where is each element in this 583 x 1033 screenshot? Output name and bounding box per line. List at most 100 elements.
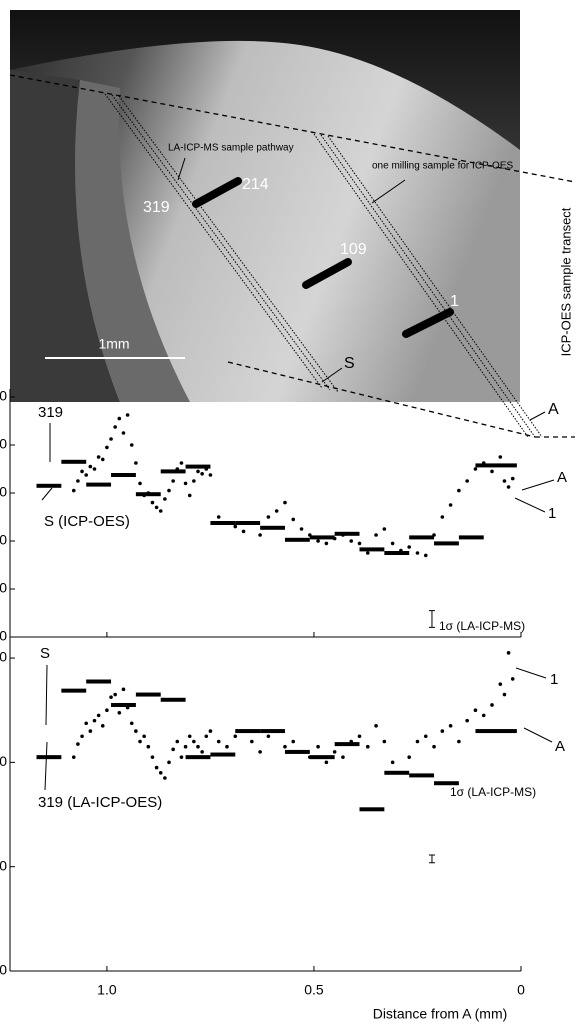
data-point [506,485,511,489]
icp-oes-bar [36,483,62,488]
milling-label: one milling sample for ICP-OES [372,161,513,172]
data-point [365,744,370,749]
data-point [200,472,204,476]
icp-oes-bar [475,729,517,734]
data-point [96,455,101,459]
data-point [481,713,486,718]
data-point [465,479,469,483]
data-point [92,718,97,723]
dark-band [10,70,120,402]
data-point [506,651,511,655]
y-tick-label: 1200 [0,649,7,665]
error-bar [428,610,435,628]
data-point [109,695,113,699]
data-point [163,497,167,501]
annotation-leader [45,664,48,726]
data-point [171,747,175,752]
mid-band [75,80,190,402]
error-bar [428,854,435,864]
icp-oes-bar [359,807,385,812]
y-tick-label: 120 [0,484,7,500]
data-point [291,739,296,744]
data-point [423,553,428,558]
data-point [134,461,138,465]
icp-oes-bar [458,535,484,540]
icp-oes-bar [409,773,435,778]
y-tick-label: 800 [0,753,7,769]
pathway-label: LA-ICP-MS sample pathway [168,143,294,154]
data-point [283,500,287,505]
x-tick-label: 1.0 [97,982,117,998]
data-point [316,744,320,749]
data-point [365,551,370,555]
spot-label: 1 [450,293,459,310]
data-point [274,509,279,513]
data-point [465,718,469,723]
icp-oes-bar [61,459,87,464]
data-point [192,479,196,483]
icp-oes-bar [61,688,87,693]
data-point [357,541,362,546]
data-point [71,755,76,759]
data-point [415,551,420,555]
y-tick-label: 40 [0,580,7,596]
data-point [196,469,200,474]
data-point [440,729,445,733]
icp-oes-bar [36,755,62,760]
data-point [390,541,395,546]
icp-oes-bar [409,535,435,540]
data-point [121,431,126,435]
data-point [129,721,134,726]
icp-oes-bar [160,469,186,474]
data-point [158,770,163,775]
data-point [100,457,105,462]
y-tick-label: 80 [0,532,7,548]
icp-oes-bar [309,755,335,760]
data-point [187,734,192,739]
data-point [183,744,188,749]
data-point [187,493,192,498]
micrograph: 1mm LA-ICP-MS sample pathway one milling… [9,10,576,438]
data-point [390,760,395,765]
data-point [129,443,134,447]
annotation: A [555,738,565,755]
spot-label: 319 [143,199,170,216]
data-point [196,744,200,749]
data-point [179,461,184,465]
y-tick-label: 0 [0,962,7,978]
data-point [357,734,362,739]
icp-oes-bar [235,729,261,734]
data-point [216,515,221,519]
data-point [233,524,238,529]
data-point [332,750,337,754]
data-point [448,503,453,507]
icp-oes-bar [384,770,410,775]
data-point [498,682,503,686]
data-point [179,755,184,759]
x-tick-label: 0.5 [304,982,324,998]
dark-region [10,10,520,150]
annotation-leader [523,727,553,743]
a-arrow [529,411,546,421]
data-point [76,479,80,483]
x-tick-label: 0 [517,982,525,998]
data-point [84,473,88,477]
icp-oes-bar [160,697,186,702]
spot-label: 109 [340,241,367,258]
data-point [502,692,507,697]
data-point [324,541,329,546]
annotation: 1σ (LA-ICP-MS) [450,785,536,799]
s-arrow [321,367,343,383]
y-tick-label: 160 [0,436,7,452]
icp-oes-bar [235,521,261,525]
data-point [150,500,155,505]
icp-oes-bar [434,541,459,546]
data-point [80,734,84,739]
icp-oes-bar [135,692,161,697]
data-point [407,545,411,549]
data-point [415,739,420,744]
icp-oes-bar [334,531,360,536]
annotation: 319 [38,404,63,421]
icp-oes-bar [260,525,285,530]
